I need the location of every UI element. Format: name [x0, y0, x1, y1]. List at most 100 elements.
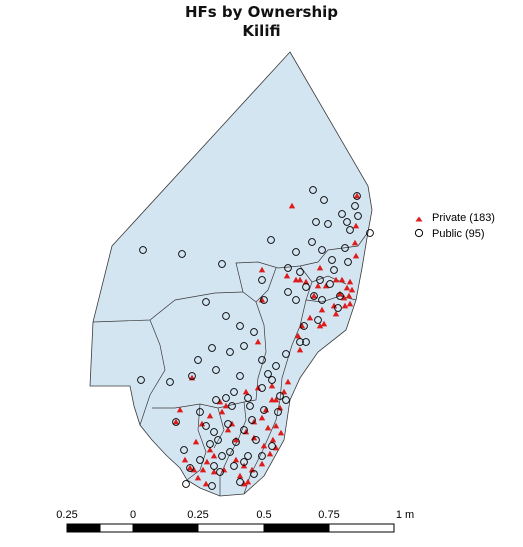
- scale-frame: [66, 523, 395, 533]
- public-facility-marker: [334, 304, 342, 312]
- public-facility-marker: [208, 482, 216, 490]
- private-facility-marker: [236, 472, 244, 479]
- public-facility-marker: [341, 244, 349, 252]
- legend-public-marker: [414, 228, 424, 238]
- public-facility-marker: [330, 266, 338, 274]
- public-facility-marker: [272, 362, 280, 370]
- public-facility-marker: [312, 218, 320, 226]
- public-facility-marker: [196, 408, 204, 416]
- private-facility-marker: [272, 422, 280, 429]
- private-facility-marker: [283, 272, 291, 279]
- map-title: HFs by Ownership: [184, 3, 339, 21]
- public-facility-marker: [310, 292, 318, 300]
- public-facility-marker: [300, 322, 308, 330]
- public-facility-marker: [296, 338, 304, 346]
- private-facility-marker: [172, 418, 180, 425]
- public-facility-marker: [292, 248, 300, 256]
- public-facility-marker: [354, 212, 362, 220]
- public-facility-marker: [366, 229, 374, 237]
- legend: Private (183) Public (95): [414, 212, 495, 240]
- private-facility-marker: [258, 414, 266, 421]
- scale-bar: 0.25 0 0.25 0.5 0.75 1 m: [56, 509, 414, 533]
- public-facility-marker: [336, 292, 344, 300]
- public-facility-marker: [194, 356, 202, 364]
- private-facility-marker: [266, 450, 274, 457]
- public-facility-marker: [302, 338, 310, 346]
- private-facility-marker: [277, 429, 285, 436]
- public-facility-marker: [302, 283, 310, 291]
- public-facility-marker: [208, 344, 216, 352]
- public-facility-marker: [260, 406, 268, 414]
- public-facility-marker: [214, 436, 222, 444]
- public-facility-marker: [186, 464, 194, 472]
- public-facility-marker: [282, 396, 290, 404]
- private-facility-marker: [310, 292, 318, 299]
- public-facility-marker: [236, 322, 244, 330]
- public-facility-marker: [316, 276, 324, 284]
- private-facility-marker: [194, 474, 202, 481]
- private-facility-marker: [264, 424, 272, 431]
- public-facility-marker: [324, 220, 332, 228]
- private-facility-marker: [296, 346, 304, 353]
- private-facility-marker: [254, 384, 262, 391]
- private-facility-marker: [346, 300, 354, 307]
- public-facility-marker: [182, 480, 190, 488]
- private-facility-marker: [306, 314, 314, 321]
- public-facility-marker: [284, 264, 292, 272]
- private-facility-marker: [332, 310, 340, 317]
- public-facility-marker: [284, 288, 292, 296]
- public-facility-marker: [212, 396, 220, 404]
- private-facility-marker: [203, 458, 211, 465]
- private-facility-marker: [199, 466, 207, 473]
- public-facility-marker: [196, 456, 204, 464]
- public-facility-marker: [216, 468, 224, 476]
- public-facility-marker: [218, 260, 226, 268]
- public-facility-marker: [230, 388, 238, 396]
- public-facility-marker: [276, 392, 284, 400]
- scale-label-neg: 0.25: [56, 509, 77, 521]
- public-facility-marker: [210, 462, 218, 470]
- private-facility-marker: [332, 276, 340, 283]
- legend-private-marker: [415, 216, 423, 222]
- public-facility-marker: [343, 218, 351, 226]
- private-facility-marker: [320, 320, 328, 327]
- public-facility-marker: [274, 408, 282, 416]
- private-facility-marker: [232, 456, 240, 463]
- public-facility-marker: [252, 436, 260, 444]
- public-facility-marker: [246, 402, 254, 410]
- public-facility-marker: [212, 366, 220, 374]
- public-facility-marker: [353, 192, 361, 200]
- private-facility-marker: [292, 276, 300, 283]
- private-facility-marker: [302, 278, 310, 285]
- private-facility-marker: [269, 436, 277, 443]
- public-facility-marker: [250, 328, 258, 336]
- private-facility-marker: [186, 464, 194, 471]
- public-facility-marker: [166, 378, 174, 386]
- public-facility-marker: [137, 376, 145, 384]
- public-facility-marker: [267, 236, 275, 244]
- scale-label-1: 1 m: [396, 509, 414, 521]
- public-facility-marker: [226, 448, 234, 456]
- private-facility-marker: [346, 278, 354, 285]
- public-facility-marker: [344, 258, 352, 266]
- public-facility-marker: [222, 312, 230, 320]
- public-facility-marker: [222, 394, 230, 402]
- scale-seg: [328, 523, 395, 533]
- public-facility-marker: [248, 416, 256, 424]
- public-facilities-layer: [137, 186, 374, 490]
- scale-label-075: 0.75: [318, 509, 339, 521]
- private-facility-marker: [258, 460, 266, 467]
- private-facility-marker: [202, 480, 210, 487]
- public-facility-marker: [268, 442, 276, 450]
- public-facility-marker: [264, 370, 272, 378]
- private-facility-marker: [316, 264, 324, 271]
- private-facility-marker: [338, 276, 346, 283]
- private-facility-marker: [192, 438, 200, 445]
- public-facility-marker: [258, 276, 266, 284]
- public-facility-marker: [292, 296, 300, 304]
- public-facility-marker: [236, 478, 244, 486]
- public-facility-marker: [258, 384, 266, 392]
- private-facility-marker: [206, 446, 214, 453]
- kilifi-county-outline: [89, 51, 373, 497]
- private-facility-marker: [288, 202, 296, 209]
